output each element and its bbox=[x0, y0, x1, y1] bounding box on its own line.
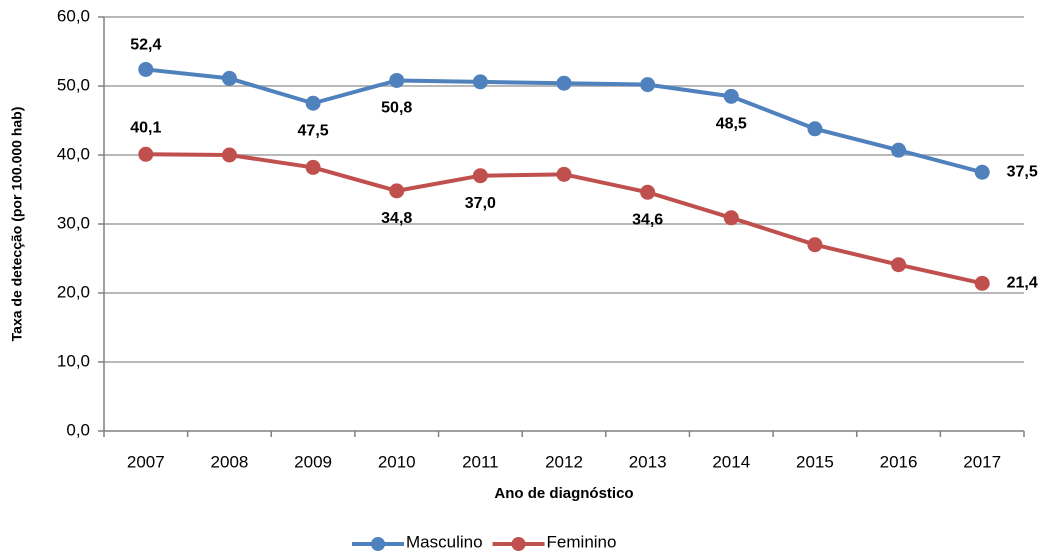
data-label: 50,8 bbox=[381, 100, 412, 117]
data-label: 47,5 bbox=[298, 122, 329, 139]
y-tick-label: 50,0 bbox=[57, 75, 90, 94]
y-tick-label: 10,0 bbox=[57, 351, 90, 370]
marker bbox=[305, 95, 321, 111]
x-tick-label: 2015 bbox=[796, 452, 834, 471]
marker bbox=[974, 275, 990, 291]
legend-label: Feminino bbox=[547, 532, 617, 551]
marker bbox=[389, 183, 405, 199]
x-axis-title: Ano de diagnóstico bbox=[494, 485, 633, 502]
x-tick-label: 2013 bbox=[629, 452, 667, 471]
marker bbox=[891, 142, 907, 158]
x-tick-label: 2008 bbox=[211, 452, 249, 471]
y-tick-label: 0,0 bbox=[66, 420, 90, 439]
marker bbox=[807, 237, 823, 253]
x-tick-label: 2011 bbox=[462, 452, 499, 471]
data-label: 34,6 bbox=[632, 211, 663, 228]
marker bbox=[723, 88, 739, 104]
marker bbox=[640, 184, 656, 200]
marker bbox=[556, 166, 572, 182]
data-label: 21,4 bbox=[1007, 275, 1038, 292]
x-tick-label: 2017 bbox=[963, 452, 1001, 471]
data-label: 40,1 bbox=[130, 120, 161, 137]
y-axis-title: Taxa de detecção (por 100.000 hab) bbox=[9, 107, 25, 342]
legend-label: Masculino bbox=[406, 532, 483, 551]
y-tick-label: 30,0 bbox=[57, 213, 90, 232]
marker bbox=[974, 164, 990, 180]
x-tick-label: 2010 bbox=[378, 452, 416, 471]
marker bbox=[138, 61, 154, 77]
y-tick-label: 40,0 bbox=[57, 144, 90, 163]
marker bbox=[221, 147, 237, 163]
y-tick-label: 20,0 bbox=[57, 282, 90, 301]
marker bbox=[807, 121, 823, 137]
marker bbox=[556, 75, 572, 91]
legend-marker bbox=[511, 537, 526, 551]
legend-marker bbox=[371, 537, 385, 551]
marker bbox=[305, 159, 321, 175]
marker bbox=[472, 74, 488, 90]
marker bbox=[640, 77, 656, 93]
x-tick-label: 2009 bbox=[294, 452, 332, 471]
data-label: 37,0 bbox=[465, 195, 496, 212]
data-label: 52,4 bbox=[130, 37, 161, 54]
marker bbox=[138, 146, 154, 162]
data-label: 37,5 bbox=[1007, 163, 1038, 180]
marker bbox=[389, 72, 405, 88]
marker bbox=[221, 70, 237, 86]
x-tick-label: 2016 bbox=[880, 452, 918, 471]
y-tick-label: 60,0 bbox=[57, 6, 90, 25]
data-label: 34,8 bbox=[381, 210, 412, 227]
marker bbox=[891, 257, 907, 273]
data-label: 48,5 bbox=[716, 116, 747, 133]
marker bbox=[723, 210, 739, 226]
marker bbox=[472, 168, 488, 184]
x-tick-label: 2012 bbox=[545, 452, 583, 471]
x-tick-label: 2014 bbox=[712, 452, 750, 471]
x-tick-label: 2007 bbox=[127, 452, 165, 471]
